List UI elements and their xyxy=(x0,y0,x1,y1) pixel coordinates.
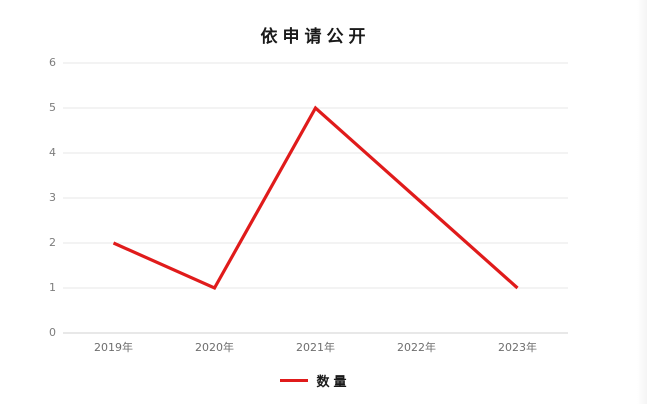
y-tick-label: 2 xyxy=(49,236,56,249)
x-tick-label: 2023年 xyxy=(498,341,537,354)
x-tick-label: 2022年 xyxy=(397,341,436,354)
legend: 数量 xyxy=(63,371,568,390)
x-tick-label: 2021年 xyxy=(296,341,335,354)
y-tick-label: 6 xyxy=(49,56,56,69)
chart-title: 依申请公开 xyxy=(260,27,371,47)
y-tick-label: 4 xyxy=(49,146,56,159)
x-tick-label: 2019年 xyxy=(94,341,133,354)
series-line xyxy=(112,105,519,291)
legend-series-label: 数量 xyxy=(316,375,351,390)
x-tick-label: 2020年 xyxy=(195,341,234,354)
y-tick-label: 1 xyxy=(49,281,56,294)
legend-line-swatch xyxy=(280,379,309,382)
y-tick-label: 0 xyxy=(49,326,56,339)
y-tick-label: 5 xyxy=(49,101,56,114)
y-tick-label: 3 xyxy=(49,191,56,204)
